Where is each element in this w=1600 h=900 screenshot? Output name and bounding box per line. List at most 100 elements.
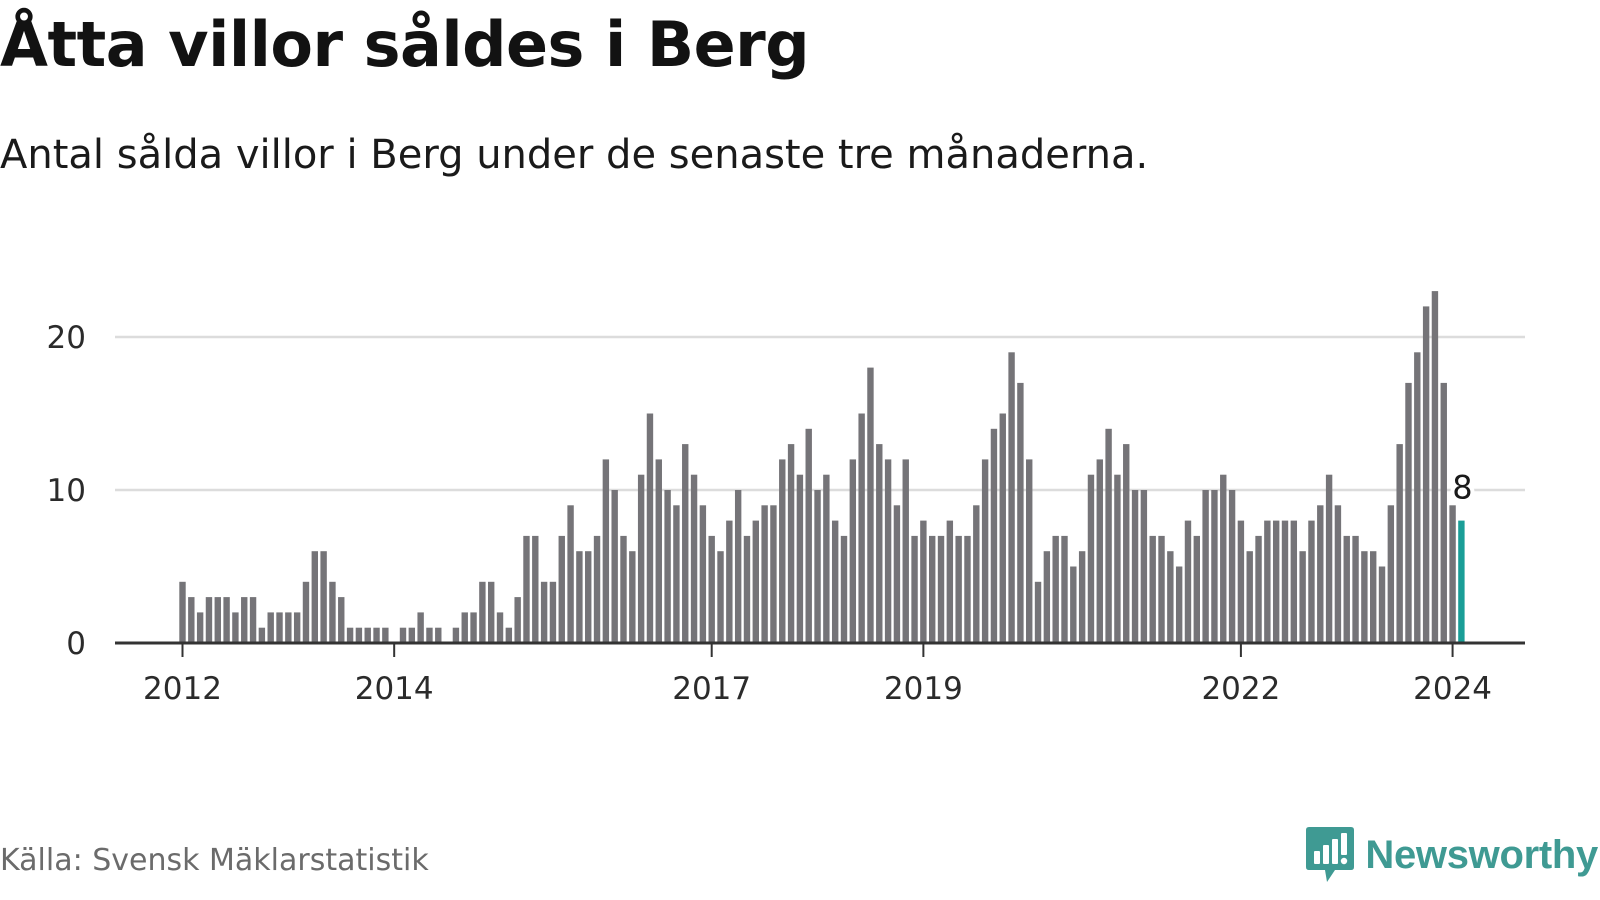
bar [1431,291,1439,643]
bar [752,520,759,643]
bar [911,535,918,643]
bar [1299,551,1306,643]
bar [1026,459,1033,643]
bar [937,535,945,643]
bar [1334,505,1342,643]
bar [417,612,424,643]
bar [1246,551,1253,643]
bar [1422,306,1430,643]
bar [761,505,768,643]
y-tick-label: 10 [47,473,86,509]
bar [223,597,230,643]
bar [1308,520,1315,643]
y-tick-label: 20 [47,320,86,356]
bar [426,627,433,643]
x-tick-label: 2014 [355,671,434,707]
bar [338,597,345,643]
x-tick-label: 2019 [884,671,963,707]
newsworthy-logo-icon [1306,827,1355,882]
bar [1325,474,1333,643]
bar [408,627,416,643]
bar [293,612,301,643]
bar [1096,459,1103,643]
bar [1114,474,1121,643]
bar [1105,428,1112,643]
bar [1378,566,1386,643]
bar [1052,535,1059,643]
bar [902,459,909,643]
bar [214,597,221,643]
bar [884,459,892,643]
bar [364,627,371,643]
annotation-layer: 8 [1448,465,1476,511]
bar [849,459,857,643]
bar [593,535,601,643]
bar [1352,535,1359,643]
bar [964,535,971,643]
bar [1202,490,1209,643]
bar [179,581,186,643]
y-axis-labels: 0 10 20 [47,320,86,662]
bar [1193,535,1200,643]
bar [611,490,618,643]
bar [1087,474,1095,643]
x-tick-label: 2017 [672,671,751,707]
bar [1272,520,1280,643]
bar [1167,551,1174,643]
gridlines [115,335,1525,492]
bar [1370,551,1377,643]
bar [1017,382,1024,643]
bar [1387,505,1395,643]
bar [1078,551,1086,643]
bar [399,627,407,643]
bar [249,597,257,643]
bar [1449,505,1456,643]
bar [585,551,592,643]
bar-series [179,291,1465,643]
bar [1255,535,1262,643]
bar [205,597,213,643]
bar-chart: 0 10 20 2012 2014 2017 2019 2022 2024 8 [47,291,1525,707]
bar [1175,566,1183,643]
bar [699,505,707,643]
bar [355,627,363,643]
bar [452,627,460,643]
bar [973,505,980,643]
bar [1149,535,1156,643]
bar [196,612,204,643]
bar [673,505,680,643]
bar [1131,490,1139,643]
bar [276,612,283,643]
bar [470,612,477,643]
bar [1043,551,1051,643]
bar [1281,520,1289,643]
bar [717,551,724,643]
bar [831,520,839,643]
bar [241,597,248,643]
bar [1070,566,1077,643]
bar [532,535,539,643]
bar [1158,535,1165,643]
bar [549,581,557,643]
bar [285,612,292,643]
bar [1361,551,1368,643]
bar [267,612,274,643]
bar [311,551,318,643]
bar [523,535,530,643]
bar [488,581,495,643]
bar [1343,535,1350,643]
bar [1396,444,1403,643]
bar [302,581,310,643]
bar [232,612,239,643]
bar [1228,490,1236,643]
bar [646,413,654,643]
bar [929,535,936,643]
bar [726,520,733,643]
bar [373,627,380,643]
bar [981,459,989,643]
x-axis [115,641,1525,657]
bar [320,551,327,643]
bar [188,597,195,643]
brand-name: Newsworthy [1365,832,1598,877]
bar [682,444,689,643]
